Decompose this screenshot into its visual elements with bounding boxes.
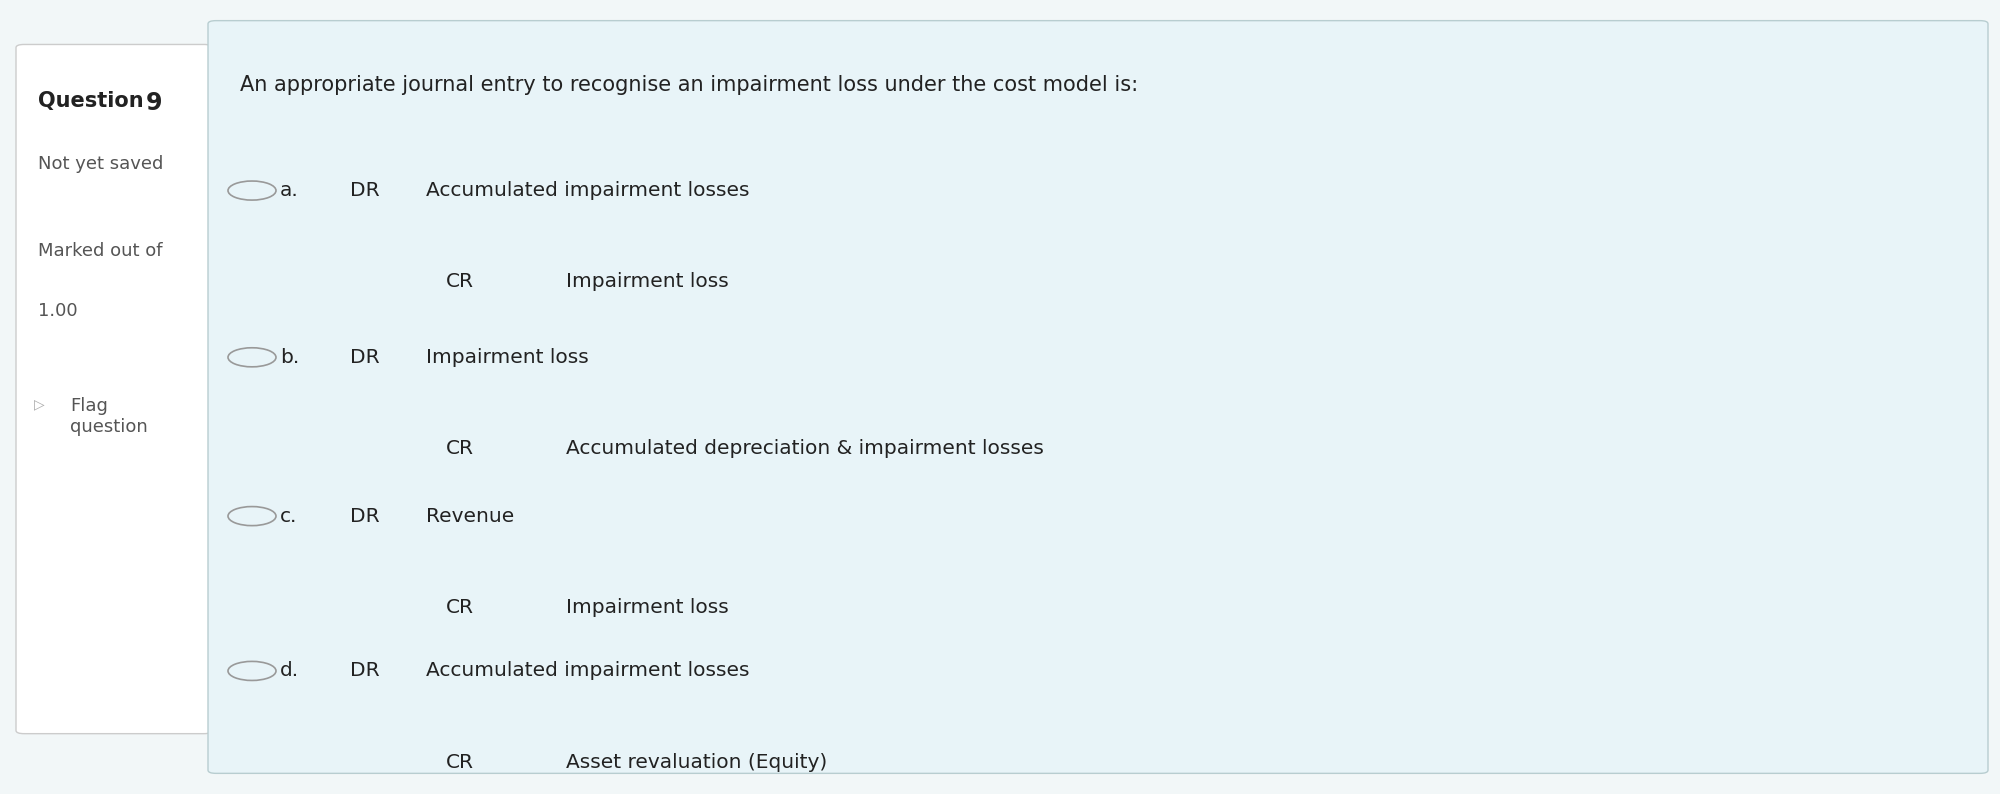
- Text: CR: CR: [446, 753, 474, 772]
- Text: Accumulated depreciation & impairment losses: Accumulated depreciation & impairment lo…: [566, 439, 1044, 458]
- FancyBboxPatch shape: [208, 21, 1988, 773]
- Text: Question: Question: [38, 91, 144, 111]
- Text: d.: d.: [280, 661, 300, 680]
- Text: CR: CR: [446, 598, 474, 617]
- Text: Not yet saved: Not yet saved: [38, 155, 164, 173]
- Text: Accumulated impairment losses: Accumulated impairment losses: [426, 661, 750, 680]
- Text: An appropriate journal entry to recognise an impairment loss under the cost mode: An appropriate journal entry to recognis…: [240, 75, 1138, 95]
- Text: DR: DR: [350, 661, 380, 680]
- Text: Impairment loss: Impairment loss: [566, 598, 728, 617]
- Text: DR: DR: [350, 181, 380, 200]
- Text: Flag
question: Flag question: [70, 397, 148, 436]
- Text: DR: DR: [350, 507, 380, 526]
- Text: Revenue: Revenue: [426, 507, 514, 526]
- Text: CR: CR: [446, 272, 474, 291]
- Text: c.: c.: [280, 507, 298, 526]
- Text: Marked out of: Marked out of: [38, 242, 162, 260]
- Text: CR: CR: [446, 439, 474, 458]
- Text: ▷: ▷: [34, 397, 44, 411]
- Text: Accumulated impairment losses: Accumulated impairment losses: [426, 181, 750, 200]
- Text: DR: DR: [350, 348, 380, 367]
- Text: Impairment loss: Impairment loss: [426, 348, 588, 367]
- Text: a.: a.: [280, 181, 298, 200]
- Text: Impairment loss: Impairment loss: [566, 272, 728, 291]
- Text: 1.00: 1.00: [38, 302, 78, 320]
- Text: 9: 9: [146, 91, 162, 115]
- Text: b.: b.: [280, 348, 300, 367]
- Text: Asset revaluation (Equity): Asset revaluation (Equity): [566, 753, 828, 772]
- FancyBboxPatch shape: [16, 44, 212, 734]
